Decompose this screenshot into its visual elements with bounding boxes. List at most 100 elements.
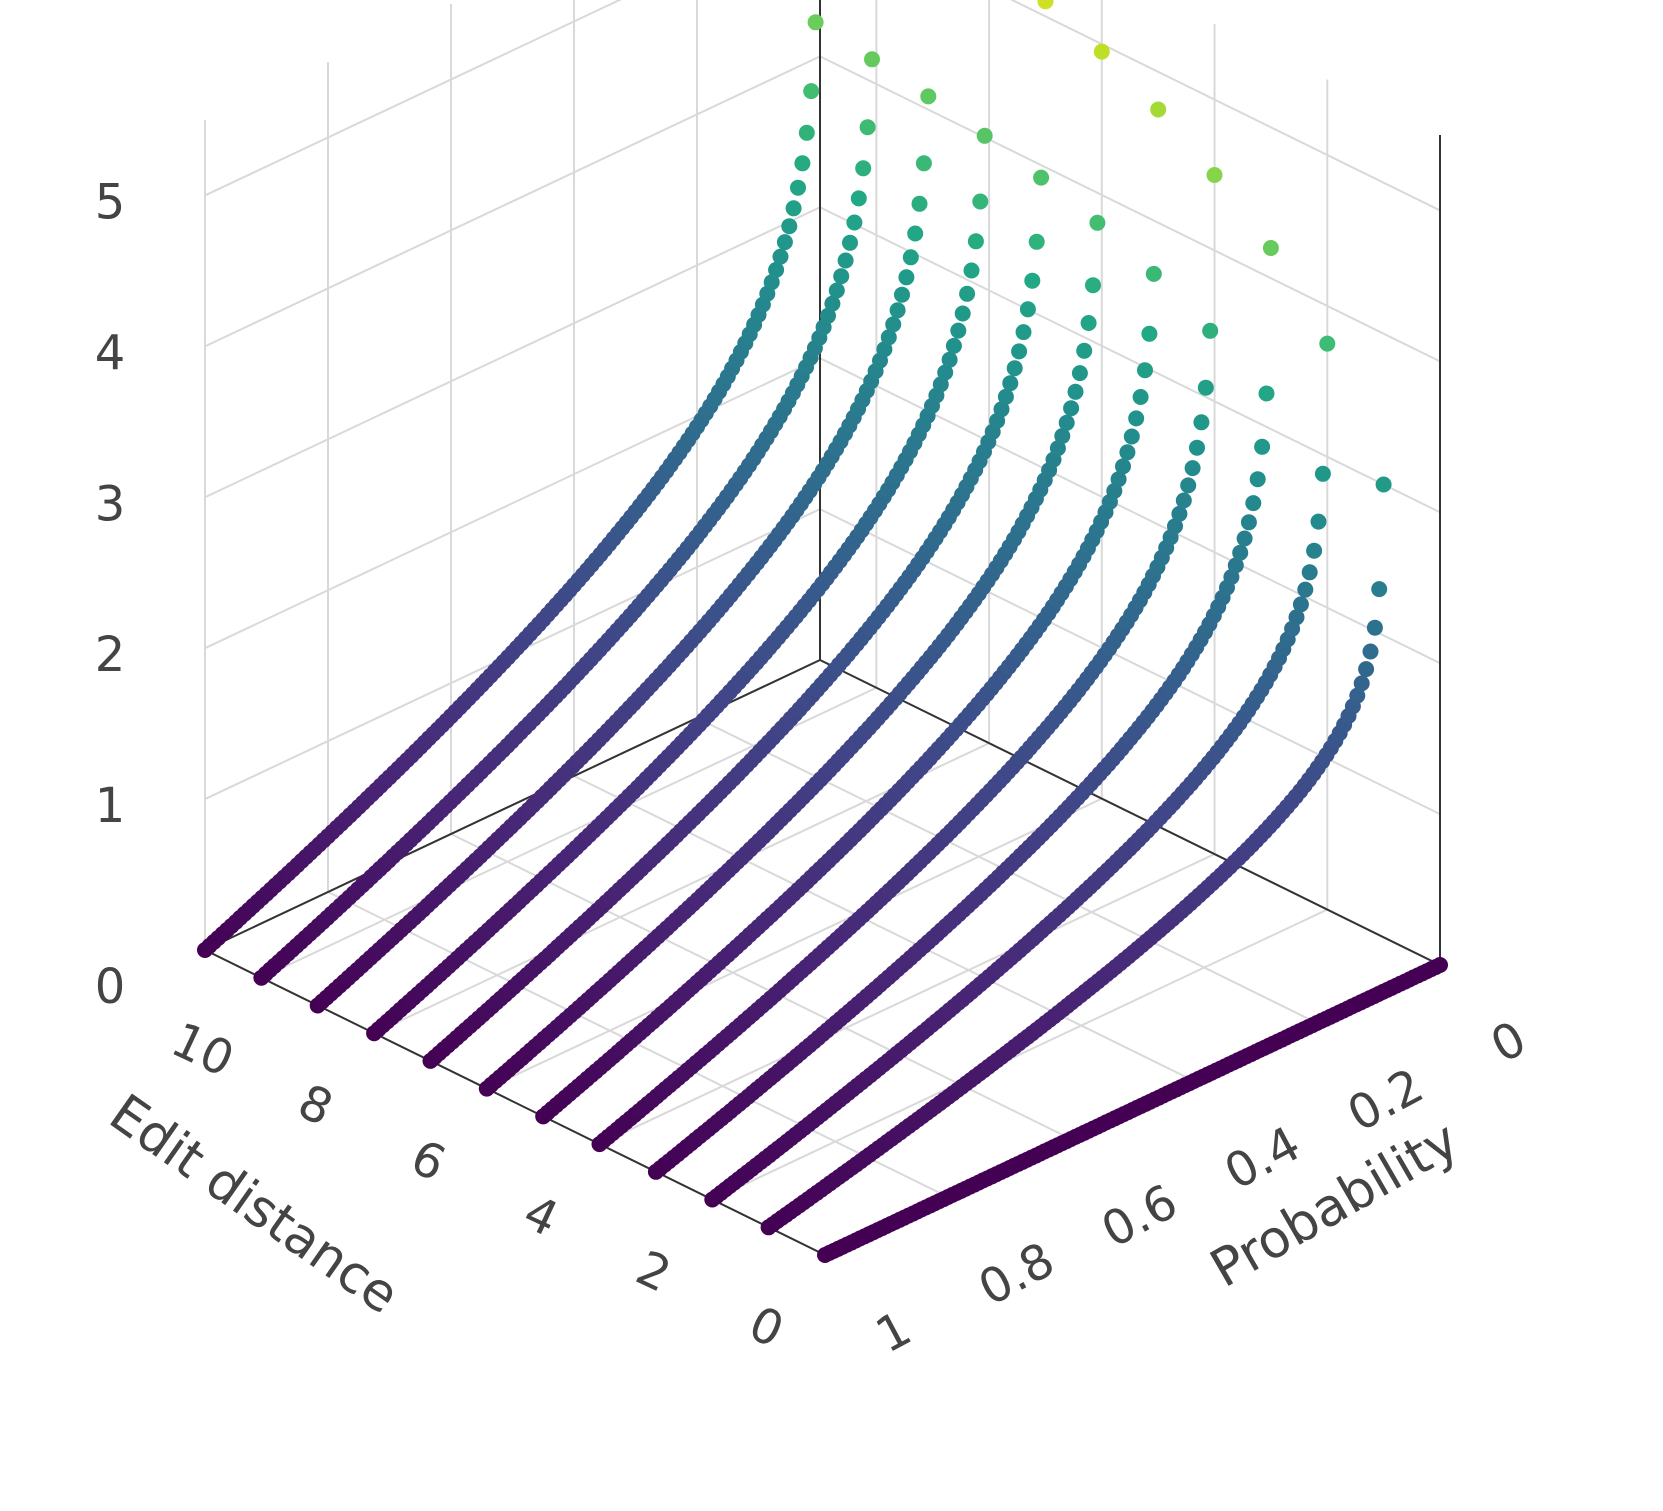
data-point: [945, 337, 962, 354]
data-point: [898, 269, 915, 286]
series-edit-5: [535, 101, 1167, 1125]
data-point: [1171, 505, 1188, 522]
data-point: [1314, 465, 1331, 482]
data-point: [1353, 675, 1370, 692]
floor-gridline-edit: [711, 908, 1328, 1201]
series-edit-10: [253, 51, 880, 986]
data-point: [915, 155, 932, 172]
data-point: [837, 252, 854, 269]
data-point: [1227, 557, 1244, 574]
series-edit-8: [366, 127, 993, 1042]
data-point: [772, 248, 789, 265]
series-edit-9: [309, 88, 937, 1014]
series-layer: [197, 0, 1448, 1263]
data-point: [954, 305, 971, 322]
floor-gridline-edit: [599, 853, 1215, 1145]
data-point: [1180, 477, 1197, 494]
data-point: [864, 51, 880, 68]
data-point: [1258, 385, 1275, 402]
data-point: [889, 302, 906, 319]
data-point: [1297, 581, 1314, 598]
data-point: [859, 119, 876, 136]
probability-tick-label: 0.6: [1093, 1174, 1187, 1259]
data-point: [820, 307, 836, 324]
data-point: [846, 214, 863, 231]
data-point: [885, 316, 902, 333]
data-point: [1167, 518, 1183, 535]
series-edit-1: [760, 476, 1392, 1236]
data-point: [941, 351, 958, 368]
data-point: [794, 155, 811, 172]
probability-tick-label: 1: [867, 1300, 920, 1364]
data-point: [1175, 492, 1192, 509]
axes-layer: [204, 0, 1441, 1256]
data-point: [1288, 609, 1305, 626]
floor-gridline-edit: [373, 742, 990, 1035]
data-point: [920, 88, 937, 105]
data-point: [1137, 362, 1153, 379]
leftwall-gridline-z: [204, 206, 821, 499]
series-edit-6: [478, 43, 1110, 1097]
data-point: [976, 127, 993, 144]
data-point: [842, 234, 858, 251]
data-point: [803, 83, 820, 100]
back-floor-edge-2: [819, 659, 1441, 966]
data-point: [1058, 414, 1075, 431]
edit-tick-label: 4: [515, 1185, 566, 1249]
data-point: [937, 364, 954, 381]
floor-gridline-edit: [486, 797, 1103, 1090]
data-point: [1306, 542, 1323, 559]
data-point: [807, 14, 824, 31]
data-point: [907, 225, 924, 242]
data-point: [1011, 343, 1028, 360]
data-point: [1085, 277, 1101, 294]
data-point: [1245, 495, 1262, 512]
data-point: [1024, 272, 1041, 289]
data-point: [902, 249, 919, 266]
edit-tick-label: 2: [628, 1240, 679, 1304]
data-point: [1197, 379, 1214, 396]
series-edit-4: [591, 167, 1223, 1153]
data-point: [1110, 471, 1127, 488]
data-point: [1006, 360, 1023, 377]
data-point: [880, 329, 897, 346]
data-point: [850, 190, 867, 207]
data-point: [776, 234, 793, 251]
data-point: [1054, 428, 1071, 444]
series-edit-11: [197, 14, 824, 958]
data-point: [1301, 564, 1318, 581]
data-point: [876, 341, 893, 358]
edit-tick-label: 10: [163, 1012, 242, 1089]
data-point: [997, 388, 1014, 405]
rightwall-gridline-z: [819, 55, 1441, 363]
series-edit-0: [817, 957, 1448, 1263]
data-point: [1189, 439, 1205, 456]
data-point: [1319, 335, 1336, 352]
data-point: [1089, 214, 1106, 231]
z-tick-label: 2: [95, 627, 126, 683]
data-point: [798, 124, 815, 141]
z-tick-label: 5: [95, 174, 126, 230]
data-point: [1193, 414, 1210, 431]
data-point: [790, 179, 806, 196]
data-point: [1362, 643, 1379, 660]
data-point: [911, 195, 928, 212]
data-point: [1028, 233, 1045, 250]
edit-tick-label: 6: [402, 1129, 453, 1193]
data-point: [1358, 661, 1375, 678]
data-point: [1375, 476, 1392, 493]
data-point: [972, 193, 989, 210]
z-tick-label: 3: [95, 476, 126, 532]
edit-axis-title: Edit distance: [99, 1083, 410, 1326]
data-point: [1123, 428, 1140, 445]
data-point: [1128, 410, 1145, 427]
data-point: [1366, 619, 1383, 636]
data-point: [781, 218, 798, 235]
data-point: [1019, 301, 1036, 318]
rightwall-gridline-z: [1009, 0, 1441, 212]
data-point: [1063, 400, 1080, 417]
data-point: [1206, 167, 1223, 183]
data-point: [1232, 544, 1249, 561]
